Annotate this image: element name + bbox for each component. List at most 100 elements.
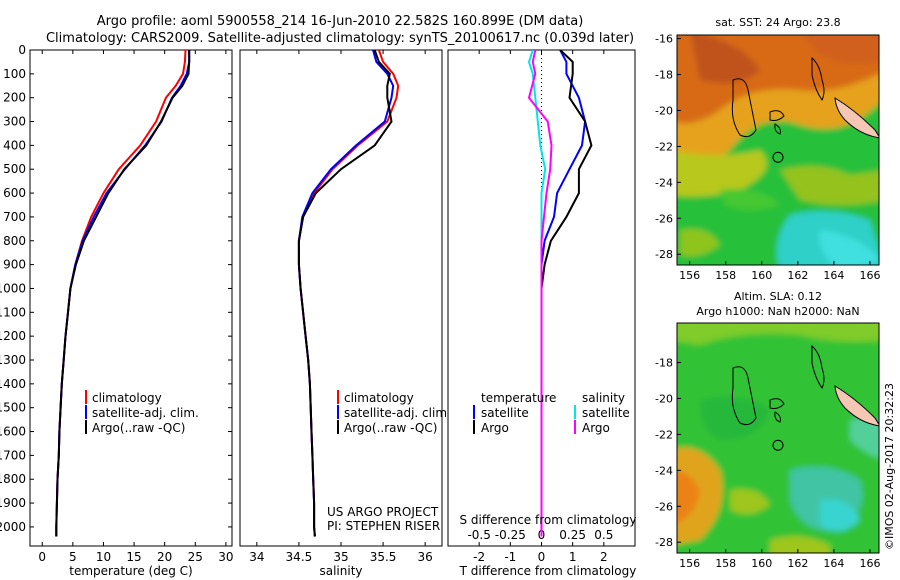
x-tick-label: 34: [249, 550, 264, 564]
lat-tick-label: -18: [655, 69, 673, 82]
lon-tick-label: 158: [715, 269, 736, 282]
series-line-temperature-satellite: [540, 50, 587, 537]
x-tick-label: 1: [569, 550, 577, 564]
t-difference-x-axis: -2 -1 0 1 2: [473, 50, 608, 564]
legend-satellite-adj: satellite-adj. clim.: [92, 406, 199, 420]
legend-salinity-title: salinity: [582, 391, 625, 405]
figure-title-line1: Argo profile: aoml 5900558_214 16-Jun-20…: [97, 14, 584, 29]
sst-field: [677, 35, 879, 265]
depth-tick-label: 800: [3, 234, 26, 248]
temperature-x-axis: 0 5 10 15 20 25 30: [38, 50, 234, 564]
legend-argo: Argo(..raw -QC): [344, 421, 437, 435]
legend-temperature-title: temperature: [481, 391, 556, 405]
lat-tick-label: -20: [655, 392, 673, 405]
legend-temp-satellite: satellite: [481, 406, 529, 420]
lat-tick-label: -22: [655, 140, 673, 153]
x-tick-label: 0: [538, 550, 546, 564]
series-line-argo-raw-qc-: [55, 50, 191, 537]
lat-tick-label: -26: [655, 212, 673, 225]
lat-tick-label: -18: [655, 357, 673, 370]
x-tick-label: 10: [96, 550, 111, 564]
lat-tick-label: -20: [655, 104, 673, 117]
s-diff-tick-label: -0.25: [495, 528, 526, 542]
figure-title-line2: Climatology: CARS2009. Satellite-adjuste…: [46, 31, 634, 46]
imos-timestamp: ©IMOS 02-Aug-2017 20:32:23: [883, 383, 896, 550]
difference-panel: -2 -1 0 1 2 -0.5 -0.25 0 0.25 0.5 S difference f…: [447, 49, 637, 578]
series-line-salinity-argo: [528, 50, 553, 537]
s-diff-tick-label: -0.5: [467, 528, 490, 542]
depth-tick-label: 300: [3, 115, 26, 129]
lon-tick-label: 164: [823, 557, 844, 570]
sst-map-frame: [676, 34, 880, 266]
depth-tick-label: 200: [3, 91, 26, 105]
x-tick-label: 30: [218, 550, 233, 564]
sla-map: Altim. SLA: 0.12 Argo h1000: NaN h2000: …: [655, 290, 880, 570]
lon-tick-label: 156: [679, 557, 700, 570]
lon-tick-label: 166: [859, 557, 880, 570]
depth-tick-label: 1700: [0, 448, 26, 462]
lon-tick-label: 160: [751, 557, 772, 570]
s-difference-label: S difference from climatology: [460, 513, 637, 527]
argo-location-marker: [772, 151, 784, 163]
legend-sal-argo: Argo: [582, 421, 610, 435]
lon-tick-label: 156: [679, 269, 700, 282]
legend-argo: Argo(..raw -QC): [92, 421, 185, 435]
depth-tick-label: 1800: [0, 472, 26, 486]
legend-sal-satellite: satellite: [582, 406, 630, 420]
project-annotation: US ARGO PROJECT: [327, 505, 439, 519]
sst-latitude-axis: -16 -18 -20 -22 -24 -26 -28: [655, 33, 681, 261]
x-tick-label: 0: [38, 550, 46, 564]
series-line-salinity-satellite: [528, 50, 547, 537]
sla-map-title: Altim. SLA: 0.12: [734, 290, 822, 303]
temperature-legend: climatology satellite-adj. clim. Argo(..…: [85, 390, 199, 435]
depth-tick-label: 100: [3, 67, 26, 81]
lat-tick-label: -16: [655, 33, 673, 46]
depth-tick-label: 1000: [0, 281, 26, 295]
sst-map-title: sat. SST: 24 Argo: 23.8: [715, 16, 840, 29]
x-tick-label: 35.5: [370, 550, 397, 564]
legend-satellite-adj: satellite-adj. clim.: [344, 406, 451, 420]
lat-tick-label: -24: [655, 464, 673, 477]
salinity-legend: climatology satellite-adj. clim. Argo(..…: [337, 390, 451, 435]
salinity-plot-frame: [239, 49, 443, 547]
x-tick-label: 2: [600, 550, 608, 564]
lon-tick-label: 166: [859, 269, 880, 282]
series-line-temperature-argo: [540, 50, 593, 537]
temperature-panel: 0100200300400500600700800900100011001200…: [0, 43, 234, 578]
pi-annotation: PI: STEPHEN RISER: [327, 519, 440, 533]
lon-tick-label: 158: [715, 557, 736, 570]
depth-tick-label: 0: [18, 43, 26, 57]
salinity-x-label: salinity: [319, 564, 362, 578]
depth-axis: 0 100 200 300 400 500 600 700 800 900 1000 1100 1200…: [0, 43, 232, 534]
lon-tick-label: 160: [751, 269, 772, 282]
x-tick-label: 20: [157, 550, 172, 564]
temperature-plot-frame: [29, 49, 233, 547]
depth-tick-label: 900: [3, 258, 26, 272]
sla-latitude-axis: -18 -20 -22 -24 -26 -28: [655, 357, 681, 549]
x-tick-label: 34.5: [286, 550, 313, 564]
sla-longitude-axis: 156 158 160 162 164 166: [679, 549, 880, 570]
sst-coastlines: [731, 56, 879, 139]
depth-tick-label: 400: [3, 138, 26, 152]
x-tick-label: 35: [333, 550, 348, 564]
depth-tick-label: 1400: [0, 377, 26, 391]
depth-tick-label: 1100: [0, 305, 26, 319]
lat-tick-label: -22: [655, 428, 673, 441]
depth-tick-label: 2000: [0, 520, 26, 534]
x-tick-label: 15: [126, 550, 141, 564]
difference-legend: temperature satellite Argo salinity sate…: [473, 391, 630, 435]
depth-tick-label: 1200: [0, 329, 26, 343]
argo-location-marker: [772, 439, 784, 451]
depth-tick-label: 600: [3, 186, 26, 200]
lon-tick-label: 162: [787, 269, 808, 282]
legend-climatology: climatology: [344, 391, 414, 405]
depth-tick-label: 1500: [0, 401, 26, 415]
lat-tick-label: -26: [655, 500, 673, 513]
sla-coastlines: [731, 344, 879, 427]
salinity-x-axis: 34 34.5 35 35.5 36: [249, 50, 433, 564]
temperature-x-label: temperature (deg C): [69, 564, 192, 578]
series-line-argo-raw-qc-: [297, 50, 393, 537]
sla-map-subtitle: Argo h1000: NaN h2000: NaN: [696, 305, 859, 318]
legend-temp-argo: Argo: [481, 421, 509, 435]
